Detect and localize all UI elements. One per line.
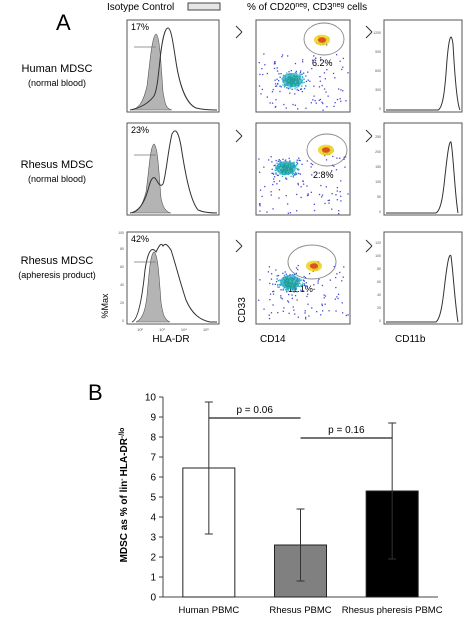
svg-text:900: 900 <box>375 50 381 54</box>
svg-text:0: 0 <box>379 107 381 111</box>
y-tick-label: 0 <box>150 593 156 604</box>
svg-text:150: 150 <box>375 165 381 169</box>
svg-text:100: 100 <box>375 180 381 184</box>
svg-text:1200: 1200 <box>373 31 381 35</box>
svg-text:60: 60 <box>377 280 381 284</box>
row-label-2: Rhesus MDSC <box>21 159 94 171</box>
gate-pct-1: 6.2% <box>312 58 333 68</box>
hla-dr-curve-1 <box>129 27 218 111</box>
svg-text:100: 100 <box>375 254 381 258</box>
isotype-legend-label: Isotype Control <box>107 2 174 13</box>
isotype-legend-swatch <box>187 2 221 11</box>
cd11b-ticks-3: 0 20 40 60 80 100 120 <box>375 241 381 323</box>
isotype-peak-1 <box>131 33 173 111</box>
cd11b-histogram-1: 0 300 600 900 1200 <box>373 19 463 113</box>
svg-text:60: 60 <box>120 265 124 269</box>
hla-pct-2: 23% <box>131 125 149 135</box>
svg-text:300: 300 <box>375 88 381 92</box>
svg-text:50: 50 <box>377 195 381 199</box>
cd11b-ticks-1: 0 300 600 900 1200 <box>373 31 381 111</box>
gate-3 <box>287 244 337 280</box>
svg-text:120: 120 <box>375 241 381 245</box>
cd11b-histogram-2: 0 50 100 150 200 250 <box>375 122 463 216</box>
svg-text:10³: 10³ <box>159 327 165 332</box>
p-value-label: p = 0.16 <box>328 425 365 436</box>
row-sublabel-1: (normal blood) <box>28 78 86 88</box>
y-tick-label: 2 <box>150 553 156 564</box>
svg-text:10²: 10² <box>137 327 143 332</box>
hla-dr-histogram-3: 42% <box>126 231 220 325</box>
category-label: Rhesus pheresis PBMC <box>342 605 443 616</box>
hla-dr-histogram-2: 23% <box>126 122 220 216</box>
row-sublabel-3: (apheresis product) <box>18 270 96 280</box>
scatter-points <box>258 34 349 111</box>
cd11b-x-label: CD11b <box>395 334 426 345</box>
cd33-y-label: CD33 <box>237 297 248 323</box>
svg-text:40: 40 <box>377 293 381 297</box>
svg-text:0: 0 <box>122 319 124 323</box>
hla-dr-x-label: HLA-DR <box>152 334 189 345</box>
cd14-x-label: CD14 <box>260 334 286 345</box>
hist-y-label: %Max <box>100 293 110 319</box>
gate-pct-3: 11.1% <box>288 284 313 294</box>
hla-log-ticks: 10² 10³ 10⁴ 10⁵ <box>137 327 209 332</box>
svg-text:600: 600 <box>375 69 381 73</box>
p-value-label: p = 0.06 <box>236 405 273 416</box>
y-tick-label: 4 <box>150 513 156 524</box>
scatter-points <box>258 144 349 215</box>
panel-a-letter: A <box>56 10 71 35</box>
y-tick-label: 5 <box>150 493 156 504</box>
cd14-cd33-plot-2: 2.8% <box>255 122 351 216</box>
hla-pct-1: 17% <box>131 22 149 32</box>
svg-text:80: 80 <box>377 267 381 271</box>
y-tick-label: 7 <box>150 453 156 464</box>
svg-text:0: 0 <box>379 210 381 214</box>
cd11b-ticks-2: 0 50 100 150 200 250 <box>375 135 381 214</box>
y-tick-label: 3 <box>150 533 156 544</box>
category-label: Rhesus PBMC <box>269 605 331 616</box>
svg-text:20: 20 <box>377 306 381 310</box>
hla-pct-3: 42% <box>131 234 149 244</box>
hla-dr-curve-3 <box>131 243 217 323</box>
cd11b-curve-2 <box>386 141 459 214</box>
column-header: % of CD20neg, CD3neg cells <box>247 2 367 14</box>
cd14-cd33-plot-1: 6.2% <box>255 19 351 113</box>
column-arrows <box>235 25 373 253</box>
svg-text:10⁴: 10⁴ <box>181 327 187 332</box>
svg-text:80: 80 <box>120 247 124 251</box>
gate-1 <box>303 22 345 56</box>
cd11b-curve-3 <box>386 254 459 323</box>
row-sublabel-2: (normal blood) <box>28 174 86 184</box>
panel-b-letter: B <box>88 380 103 405</box>
category-label: Human PBMC <box>178 605 239 616</box>
bar-chart: 0 1 2 3 4 5 6 7 8 9 10 Human PBMC Rhesus PBMC Rhesus … <box>145 393 443 617</box>
isotype-peak-3 <box>135 251 171 323</box>
hla-dr-curve-2 <box>129 130 218 214</box>
y-tick-label: 8 <box>150 433 156 444</box>
y-tick-label: 9 <box>150 413 156 424</box>
cd11b-curve-1 <box>386 36 461 111</box>
svg-text:40: 40 <box>120 283 124 287</box>
row-label-1: Human MDSC <box>22 63 93 75</box>
gate-pct-2: 2.8% <box>313 170 334 180</box>
gate-2 <box>306 133 348 167</box>
svg-text:10⁵: 10⁵ <box>203 327 209 332</box>
hla-dr-histogram-1: 17% <box>126 19 220 113</box>
hist-y-ticks: 0 20 40 60 80 100 <box>118 231 124 323</box>
row-label-3: Rhesus MDSC <box>21 255 94 267</box>
svg-text:20: 20 <box>120 301 124 305</box>
svg-text:0: 0 <box>379 319 381 323</box>
cd14-cd33-plot-3: 11.1% <box>255 231 351 325</box>
svg-text:200: 200 <box>375 150 381 154</box>
svg-text:100: 100 <box>118 231 124 235</box>
svg-text:250: 250 <box>375 135 381 139</box>
y-tick-label: 1 <box>150 573 156 584</box>
y-tick-label: 6 <box>150 473 156 484</box>
y-tick-label: 10 <box>145 393 157 404</box>
cd11b-histogram-3: 0 20 40 60 80 100 120 <box>375 231 463 325</box>
scatter-points <box>258 260 349 320</box>
bar-y-label: MDSC as % of lin-HLA-DR-/lo <box>119 428 131 563</box>
